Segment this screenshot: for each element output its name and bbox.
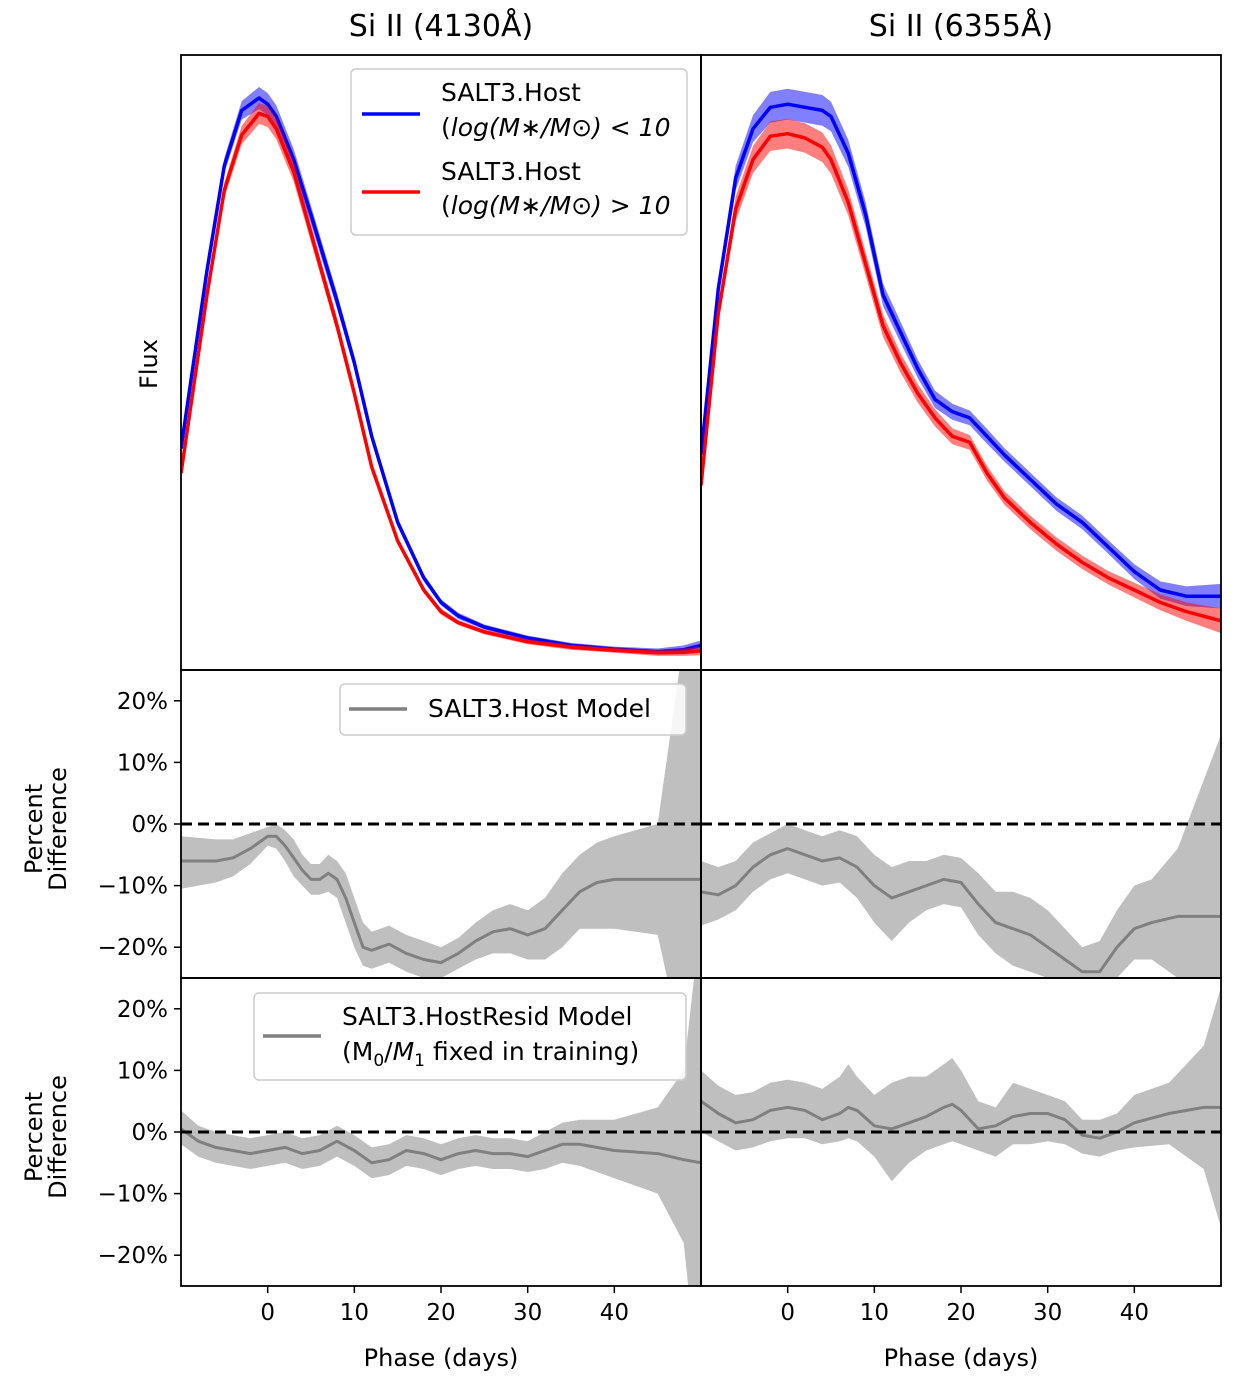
x-tick-label-1: 30 xyxy=(1033,1300,1062,1326)
diff-line xyxy=(181,1127,701,1165)
x-tick-label-1: 20 xyxy=(946,1300,975,1326)
svg-text:(M0/M1 fixed in training): (M0/M1 fixed in training) xyxy=(342,1037,639,1071)
x-label-left: Phase (days) xyxy=(364,1344,519,1372)
flux-line xyxy=(701,131,1221,623)
svg-text:Difference: Difference xyxy=(44,767,72,891)
x-tick-label-1: 0 xyxy=(780,1300,795,1326)
flux-series-1-3 xyxy=(701,119,1221,634)
svg-text:Difference: Difference xyxy=(44,1075,72,1199)
flux-line xyxy=(701,102,1221,598)
flux-series-0-1 xyxy=(181,103,701,656)
x-tick-label-1: 40 xyxy=(1120,1300,1149,1326)
middle-y-tick-label: 10% xyxy=(117,750,168,776)
x-tick-label-0: 10 xyxy=(340,1300,369,1326)
diff-line xyxy=(181,834,701,965)
svg-text:SALT3.Host Model: SALT3.Host Model xyxy=(428,694,651,723)
x-tick-label-0: 30 xyxy=(513,1300,542,1326)
bottom-y-tick-label: 0% xyxy=(132,1120,169,1146)
panel-title-right: Si II (6355Å) xyxy=(869,8,1053,44)
bottom-panel-frame-1 xyxy=(700,977,1222,1287)
middle-y-tick-label: −20% xyxy=(98,935,168,961)
middle-y-tick-label: −10% xyxy=(98,874,168,900)
x-tick-label-1: 10 xyxy=(860,1300,889,1326)
y-label-middle: Percent Difference xyxy=(20,767,72,891)
flux-band xyxy=(701,119,1221,634)
flux-band xyxy=(701,88,1221,609)
svg-text:Percent: Percent xyxy=(20,784,48,874)
chart-marks: −20% −10% 0% 10% 20% −20% −10% 0% 10% 20% 0 10 20 30 4… xyxy=(98,54,1222,1326)
svg-text:SALT3.Host: SALT3.Host xyxy=(441,78,581,107)
legend-bottom: SALT3.HostResid Model (M0/M1 fixed in tr… xyxy=(253,992,687,1081)
panel-title-left: Si II (4130Å) xyxy=(349,8,533,44)
legend-top: SALT3.Host (log(M∗/M⊙) < 10 SALT3.Host (… xyxy=(350,68,688,236)
bottom-y-tick-label: −10% xyxy=(98,1182,168,1208)
bottom-y-tick-label: 10% xyxy=(117,1058,168,1084)
svg-text:(log(M∗/M⊙) < 10: (log(M∗/M⊙) < 10 xyxy=(441,113,671,142)
flux-line xyxy=(181,111,701,655)
middle-y-tick-label: 0% xyxy=(132,812,169,838)
flux-series-1-2 xyxy=(701,88,1221,609)
x-label-right: Phase (days) xyxy=(884,1344,1039,1372)
svg-text:Percent: Percent xyxy=(20,1092,48,1182)
diff-band xyxy=(701,734,1221,978)
diff-line xyxy=(701,1099,1221,1140)
svg-text:SALT3.Host: SALT3.Host xyxy=(441,157,581,186)
x-tick-label-0: 20 xyxy=(426,1300,455,1326)
flux-band xyxy=(181,103,701,656)
bottom-diff-series-0 xyxy=(181,978,701,1286)
bottom-y-tick-label: −20% xyxy=(98,1243,168,1269)
y-label-flux: Flux xyxy=(135,339,163,389)
bottom-diff-series-1 xyxy=(701,987,1221,1228)
bottom-y-tick-label: 20% xyxy=(117,997,168,1023)
legend-middle: SALT3.Host Model xyxy=(339,683,687,736)
x-tick-label-0: 40 xyxy=(600,1300,629,1326)
y-label-bottom: Percent Difference xyxy=(20,1075,72,1199)
middle-y-tick-label: 20% xyxy=(117,689,168,715)
middle-diff-series-0 xyxy=(181,670,701,978)
x-tick-label-0: 0 xyxy=(260,1300,275,1326)
middle-diff-series-1 xyxy=(701,734,1221,978)
diff-line xyxy=(701,847,1221,974)
diff-band xyxy=(701,987,1221,1228)
svg-text:SALT3.HostResid Model: SALT3.HostResid Model xyxy=(342,1002,632,1031)
svg-text:(log(M∗/M⊙) > 10: (log(M∗/M⊙) > 10 xyxy=(441,191,671,220)
